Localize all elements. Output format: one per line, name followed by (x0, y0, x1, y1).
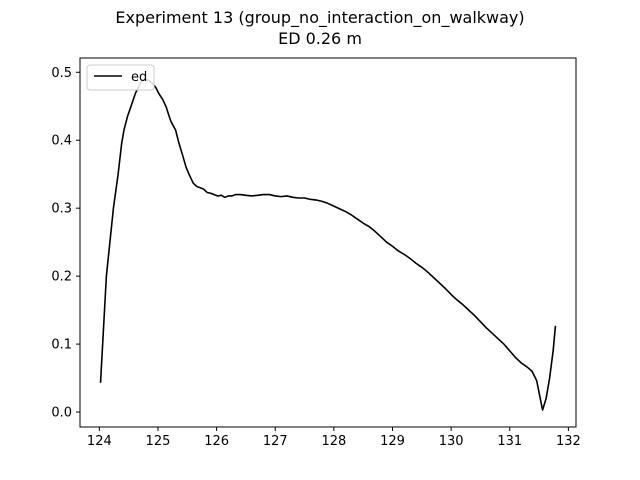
plot-area-frame (79, 57, 577, 428)
legend: ed (86, 64, 155, 91)
x-tick-label: 125 (146, 434, 171, 449)
chart-subtitle: ED 0.26 m (278, 29, 362, 48)
series-layer (99, 78, 557, 411)
y-tick-label: 0.3 (51, 202, 72, 217)
y-axis: 0.0 0.1 0.2 0.3 0.4 0.5 (51, 66, 80, 421)
series-line-ed (99, 78, 557, 411)
y-tick-label: 0.1 (51, 338, 72, 353)
legend-box (86, 64, 155, 91)
x-tick-label: 126 (204, 434, 229, 449)
x-tick-label: 127 (263, 434, 288, 449)
y-tick-label: 0.0 (51, 406, 72, 421)
x-tick-label: 129 (380, 434, 405, 449)
y-tick-label: 0.5 (51, 66, 72, 81)
x-tick-label: 130 (439, 434, 464, 449)
y-tick-label: 0.2 (51, 270, 72, 285)
x-tick-label: 132 (556, 434, 581, 449)
chart-title: Experiment 13 (group_no_interaction_on_w… (115, 8, 525, 27)
y-tick-label: 0.4 (51, 134, 72, 149)
legend-label-ed: ed (131, 70, 147, 85)
x-tick-label: 124 (87, 434, 112, 449)
x-tick-label: 131 (497, 434, 522, 449)
x-axis: 124 125 126 127 128 129 130 131 132 (87, 427, 581, 449)
x-tick-label: 128 (321, 434, 346, 449)
